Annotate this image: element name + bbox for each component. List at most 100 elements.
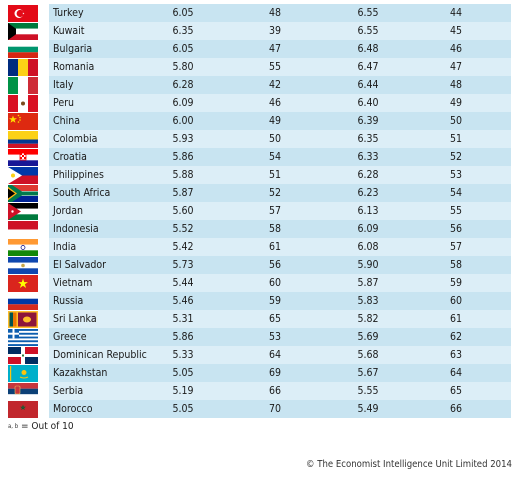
rank-2014: 50 xyxy=(449,115,463,127)
rank-2014: 62 xyxy=(449,331,463,343)
score-2014: 6.47 xyxy=(357,61,379,73)
rank-2014: 65 xyxy=(449,385,463,397)
score-2013: 5.73 xyxy=(172,259,194,271)
table-row: Kuwait 6.35 39 6.55 45 xyxy=(0,22,520,40)
score-2014: 6.28 xyxy=(357,169,379,181)
rank-2013: 51 xyxy=(268,169,282,181)
score-2013: 5.60 xyxy=(172,205,194,217)
score-2014: 6.23 xyxy=(357,187,379,199)
score-2014: 6.40 xyxy=(357,97,379,109)
croatia-flag xyxy=(8,149,38,166)
score-2013: 5.86 xyxy=(172,331,194,343)
rank-2013: 54 xyxy=(268,151,282,163)
rank-2013: 48 xyxy=(268,7,282,19)
country-name: Turkey xyxy=(53,7,84,19)
serbia-flag xyxy=(8,383,38,400)
italy-flag xyxy=(8,77,38,94)
row-background xyxy=(49,148,511,166)
footnote-marker: a, b xyxy=(8,423,19,430)
score-2014: 5.68 xyxy=(357,349,379,361)
country-name: Bulgaria xyxy=(53,43,93,55)
score-2013: 5.05 xyxy=(172,403,194,415)
score-2013: 6.09 xyxy=(172,97,194,109)
rank-2013: 55 xyxy=(268,61,282,73)
rank-2013: 49 xyxy=(268,115,282,127)
rank-2013: 56 xyxy=(268,259,282,271)
table-row: Philippines 5.88 51 6.28 53 xyxy=(0,166,520,184)
table-row: Jordan 5.60 57 6.13 55 xyxy=(0,202,520,220)
country-name: Romania xyxy=(53,61,95,73)
rank-2013: 60 xyxy=(268,277,282,289)
kazakhstan-flag xyxy=(8,365,38,382)
score-2013: 5.86 xyxy=(172,151,194,163)
score-2014: 6.09 xyxy=(357,223,379,235)
morocco-flag xyxy=(8,401,38,418)
rank-2014: 60 xyxy=(449,295,463,307)
rank-2014: 48 xyxy=(449,79,463,91)
row-background xyxy=(49,184,511,202)
rank-2014: 51 xyxy=(449,133,463,145)
country-name: Philippines xyxy=(53,169,104,181)
rank-2014: 44 xyxy=(449,7,463,19)
row-background xyxy=(49,76,511,94)
rank-2014: 47 xyxy=(449,61,463,73)
score-2014: 6.55 xyxy=(357,7,379,19)
score-2014: 6.44 xyxy=(357,79,379,91)
score-2013: 5.31 xyxy=(172,313,194,325)
row-background xyxy=(49,274,511,292)
country-name: Serbia xyxy=(53,385,84,397)
rank-2013: 58 xyxy=(268,223,282,235)
rank-2013: 64 xyxy=(268,349,282,361)
score-2013: 5.88 xyxy=(172,169,194,181)
row-background xyxy=(49,58,511,76)
score-2014: 6.08 xyxy=(357,241,379,253)
country-name: Dominican Republic xyxy=(53,349,147,361)
rank-2013: 53 xyxy=(268,331,282,343)
rank-2014: 56 xyxy=(449,223,463,235)
score-2013: 5.42 xyxy=(172,241,194,253)
score-2013: 5.44 xyxy=(172,277,194,289)
table-row: Turkey 6.05 48 6.55 44 xyxy=(0,4,520,22)
rank-2014: 49 xyxy=(449,97,463,109)
rank-2013: 65 xyxy=(268,313,282,325)
country-name: Kazakhstan xyxy=(53,367,108,379)
score-2014: 6.39 xyxy=(357,115,379,127)
score-2013: 5.19 xyxy=(172,385,194,397)
peru-flag xyxy=(8,95,38,112)
rank-2014: 66 xyxy=(449,403,463,415)
row-background xyxy=(49,4,511,22)
row-background xyxy=(49,94,511,112)
score-2014: 6.35 xyxy=(357,133,379,145)
score-2014: 5.49 xyxy=(357,403,379,415)
rank-2013: 42 xyxy=(268,79,282,91)
table-row: South Africa 5.87 52 6.23 54 xyxy=(0,184,520,202)
china-flag xyxy=(8,113,38,130)
rank-2014: 57 xyxy=(449,241,463,253)
indonesia-flag xyxy=(8,221,38,238)
table-row: Colombia 5.93 50 6.35 51 xyxy=(0,130,520,148)
score-2013: 6.05 xyxy=(172,43,194,55)
jordan-flag xyxy=(8,203,38,220)
score-2013: 5.93 xyxy=(172,133,194,145)
rank-2014: 52 xyxy=(449,151,463,163)
table-row: Romania 5.80 55 6.47 47 xyxy=(0,58,520,76)
table-row: Bulgaria 6.05 47 6.48 46 xyxy=(0,40,520,58)
rank-2014: 45 xyxy=(449,25,463,37)
row-background xyxy=(49,166,511,184)
score-2014: 5.82 xyxy=(357,313,379,325)
table-row: El Salvador 5.73 56 5.90 58 xyxy=(0,256,520,274)
row-background xyxy=(49,364,511,382)
score-2014: 6.13 xyxy=(357,205,379,217)
romania-flag xyxy=(8,59,38,76)
row-background xyxy=(49,346,511,364)
score-2013: 5.87 xyxy=(172,187,194,199)
country-name: Kuwait xyxy=(53,25,85,37)
row-background xyxy=(49,382,511,400)
country-name: El Salvador xyxy=(53,259,107,271)
vietnam-flag xyxy=(8,275,38,292)
rank-2013: 52 xyxy=(268,187,282,199)
table-row: Italy 6.28 42 6.44 48 xyxy=(0,76,520,94)
table-row: Dominican Republic 5.33 64 5.68 63 xyxy=(0,346,520,364)
rank-2014: 54 xyxy=(449,187,463,199)
score-2014: 5.90 xyxy=(357,259,379,271)
